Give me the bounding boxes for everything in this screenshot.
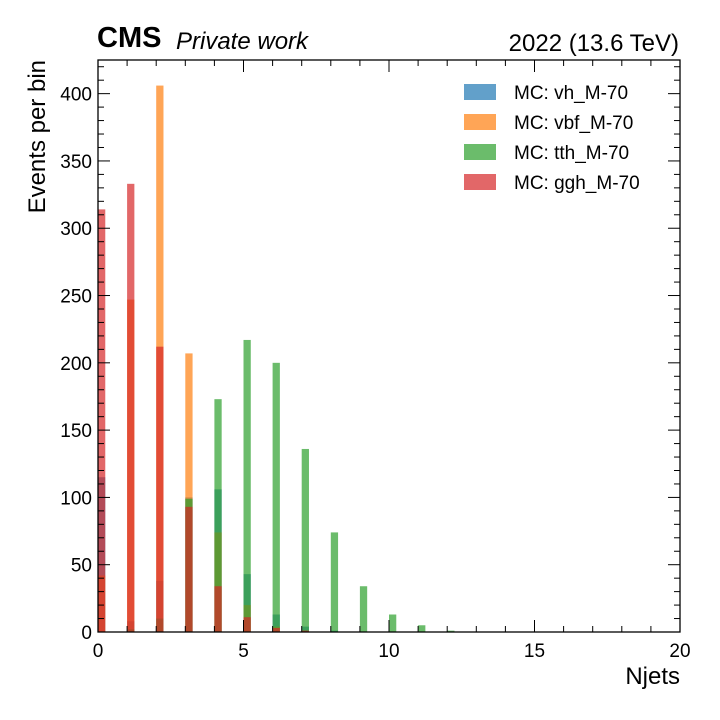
legend-label-0: MC: vh_M-70: [514, 83, 628, 104]
legend-label-1: MC: vbf_M-70: [514, 113, 633, 134]
energy-label: 2022 (13.6 TeV): [508, 30, 679, 57]
bar-series-3-bin-8: [214, 586, 222, 632]
bar-series-2-bin-22: [418, 625, 426, 632]
bar-series-3-bin-0: [98, 209, 106, 632]
bar-series-2-bin-10: [243, 339, 251, 632]
bar-series-3-bin-6: [185, 506, 193, 632]
bar-series-3-bin-10: [243, 617, 251, 632]
bar-series-2-bin-18: [359, 586, 368, 632]
x-tick-label: 5: [238, 641, 249, 662]
y-tick-label: 400: [60, 85, 92, 106]
bar-series-3-bin-2: [127, 183, 135, 633]
bar-series-2-bin-20: [389, 614, 397, 632]
y-tick-label: 150: [60, 421, 92, 442]
legend-label-2: MC: tth_M-70: [514, 143, 629, 164]
y-axis-label: Events per bin: [24, 60, 51, 213]
bar-series-2-bin-12: [272, 362, 280, 632]
y-tick-label: 0: [81, 623, 92, 644]
bar-series-2-bin-8: [214, 399, 222, 632]
legend-label-3: MC: ggh_M-70: [514, 173, 640, 194]
legend-swatch-2: [464, 144, 496, 160]
y-tick-label: 100: [60, 488, 92, 509]
legend: MC: vh_M-70 MC: vbf_M-70 MC: tth_M-70 MC: g…: [464, 83, 640, 194]
y-tick-label: 50: [71, 556, 92, 577]
bar-series-3-bin-12: [272, 627, 280, 632]
bar-series-2-bin-14: [301, 448, 309, 632]
legend-swatch-1: [464, 114, 496, 130]
x-tick-label: 0: [93, 641, 104, 662]
bar-series-1-bin-6: [185, 353, 193, 632]
private-work-label: Private work: [176, 28, 309, 55]
y-tick-label: 250: [60, 287, 92, 308]
x-tick-label: 20: [669, 641, 690, 662]
y-tick-label: 350: [60, 152, 92, 173]
cms-logo-text: CMS: [97, 22, 162, 54]
bar-series-3-bin-14: [301, 630, 309, 632]
histogram-bars: [98, 85, 455, 633]
y-tick-label: 300: [60, 219, 92, 240]
y-tick-label: 200: [60, 354, 92, 375]
x-axis-label: Njets: [625, 663, 680, 690]
x-tick-label: 10: [378, 641, 399, 662]
bar-series-2-bin-24: [447, 630, 455, 632]
bar-series-3-bin-4: [156, 346, 164, 632]
bar-series-2-bin-16: [330, 532, 339, 632]
legend-swatch-3: [464, 174, 496, 190]
x-tick-label: 15: [524, 641, 545, 662]
legend-swatch-0: [464, 84, 496, 100]
